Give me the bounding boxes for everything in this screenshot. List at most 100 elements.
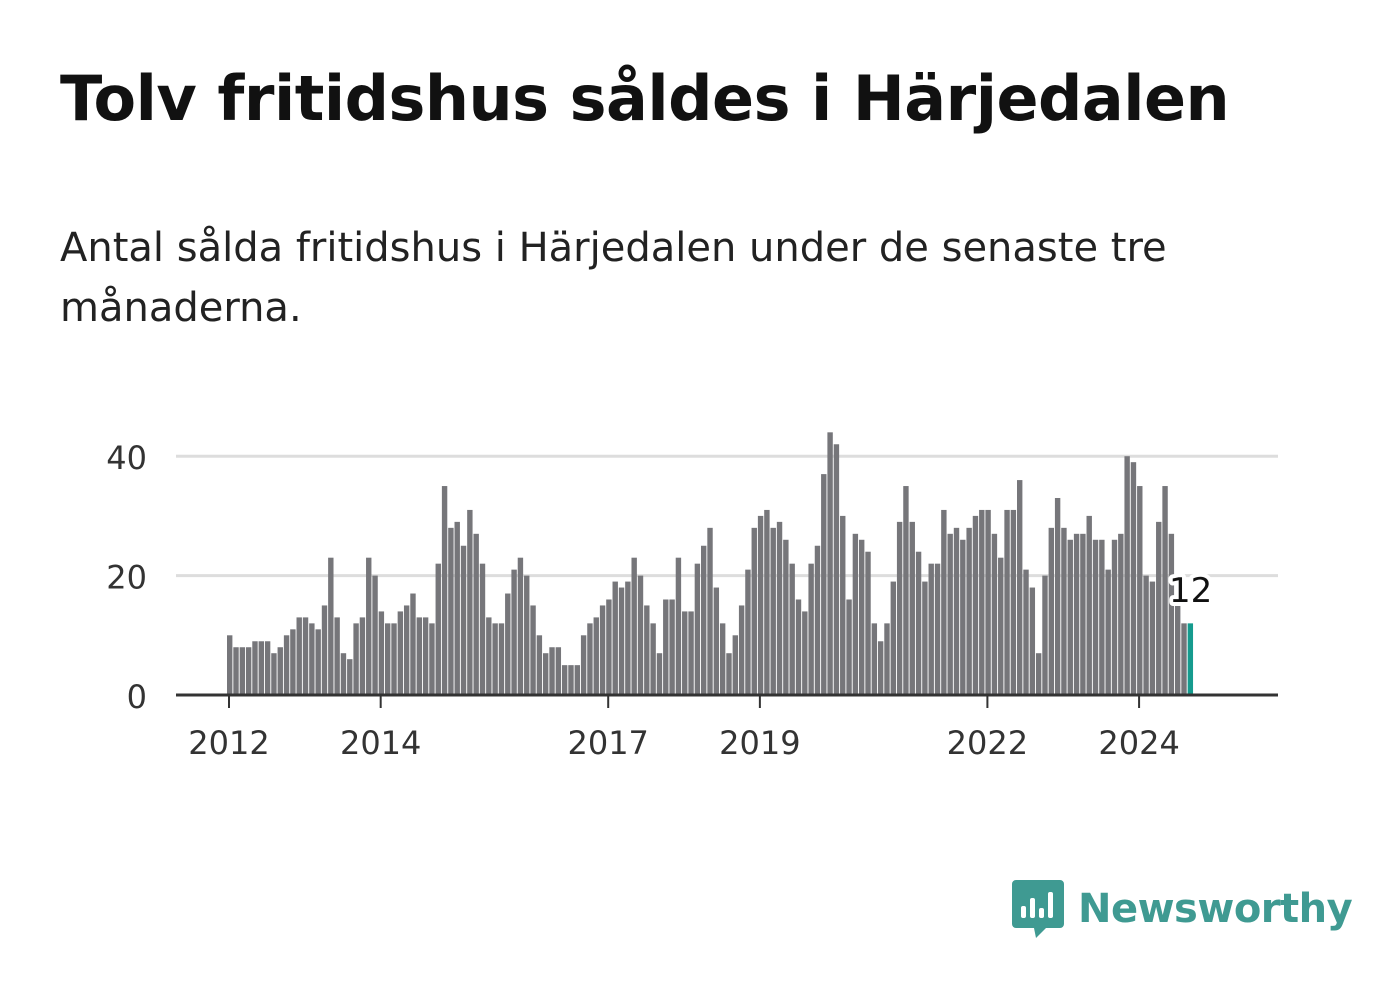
bar <box>1080 533 1086 695</box>
bar <box>998 557 1004 695</box>
bar <box>1017 480 1023 695</box>
bar <box>441 486 448 695</box>
bar <box>283 635 290 695</box>
bar <box>245 647 252 695</box>
bar <box>1162 486 1168 695</box>
bar <box>479 563 486 695</box>
bar <box>1111 539 1118 695</box>
bar <box>726 653 732 695</box>
bar <box>372 575 378 695</box>
y-tick-label: 0 <box>127 678 147 716</box>
bar <box>517 557 524 695</box>
bar <box>1067 539 1073 695</box>
bar <box>1029 587 1036 695</box>
bar <box>277 647 283 695</box>
bar <box>682 611 688 695</box>
bar <box>543 653 549 695</box>
bar <box>328 557 334 695</box>
bar <box>473 533 479 695</box>
bar <box>751 527 757 695</box>
bar <box>366 557 372 695</box>
chart-subtitle: Antal sålda fritidshus i Härjedalen unde… <box>60 225 1167 331</box>
bar <box>1181 623 1187 695</box>
bar <box>505 593 511 695</box>
bar <box>309 623 315 695</box>
bar <box>353 623 359 695</box>
bar <box>934 563 941 695</box>
bar <box>555 647 562 695</box>
bar <box>757 515 764 695</box>
bar <box>258 641 264 695</box>
bar <box>713 587 720 695</box>
bar <box>378 611 385 695</box>
bar <box>1130 462 1137 695</box>
x-tick-label: 2022 <box>947 724 1028 762</box>
bar <box>347 659 353 695</box>
bar <box>587 623 593 695</box>
newsworthy-logo[interactable]: Newsworthy <box>1010 878 1353 940</box>
newsworthy-logo-icon <box>1012 880 1064 938</box>
bar-chart: 0 20 40 2012 2014 2017 2019 2022 2024 12 <box>106 432 1278 762</box>
bar <box>1124 456 1130 695</box>
bar <box>321 605 328 695</box>
bar <box>669 599 675 695</box>
x-tick-label: 2014 <box>340 724 421 762</box>
bar <box>808 563 814 695</box>
bar <box>448 527 454 695</box>
x-tick-label: 2017 <box>567 724 648 762</box>
bar <box>814 545 821 695</box>
bar <box>802 611 808 695</box>
bar <box>827 432 833 695</box>
bar <box>1004 509 1010 695</box>
bar <box>953 527 960 695</box>
bar <box>1143 575 1149 695</box>
bar <box>776 521 783 695</box>
bar <box>227 635 233 695</box>
brand-name: Newsworthy <box>1078 886 1353 932</box>
bar <box>429 623 435 695</box>
bar <box>599 605 606 695</box>
bar <box>334 617 340 695</box>
bar <box>454 521 460 695</box>
bar <box>688 611 694 695</box>
bar <box>859 539 865 695</box>
bar <box>618 587 625 695</box>
bar <box>574 665 580 695</box>
bar <box>821 474 827 695</box>
bar <box>1099 539 1105 695</box>
bar <box>549 647 555 695</box>
bar <box>435 563 441 695</box>
bar <box>492 623 498 695</box>
bar <box>290 629 296 695</box>
bar <box>985 509 991 695</box>
bar <box>871 623 878 695</box>
bar <box>606 599 612 695</box>
bar <box>795 599 802 695</box>
bar <box>738 605 745 695</box>
bar <box>416 617 422 695</box>
bar <box>1010 509 1017 695</box>
bar <box>947 533 953 695</box>
bar <box>1175 605 1181 695</box>
bar <box>385 623 391 695</box>
bar <box>1035 653 1042 695</box>
highlight-value-label: 12 <box>1169 571 1212 611</box>
bar <box>694 563 701 695</box>
bar <box>403 605 410 695</box>
bar <box>1137 486 1143 695</box>
bar <box>561 665 568 695</box>
bar <box>707 527 713 695</box>
bar <box>1118 533 1124 695</box>
bar <box>1086 515 1092 695</box>
bar <box>877 641 884 695</box>
bar <box>960 539 966 695</box>
bar <box>271 653 277 695</box>
y-tick-label: 20 <box>106 559 147 597</box>
bar <box>884 623 890 695</box>
bar <box>486 617 492 695</box>
bar <box>498 623 505 695</box>
bar <box>846 599 852 695</box>
bar <box>233 647 239 695</box>
bar <box>991 533 998 695</box>
data-labels: 12 <box>1165 567 1216 615</box>
